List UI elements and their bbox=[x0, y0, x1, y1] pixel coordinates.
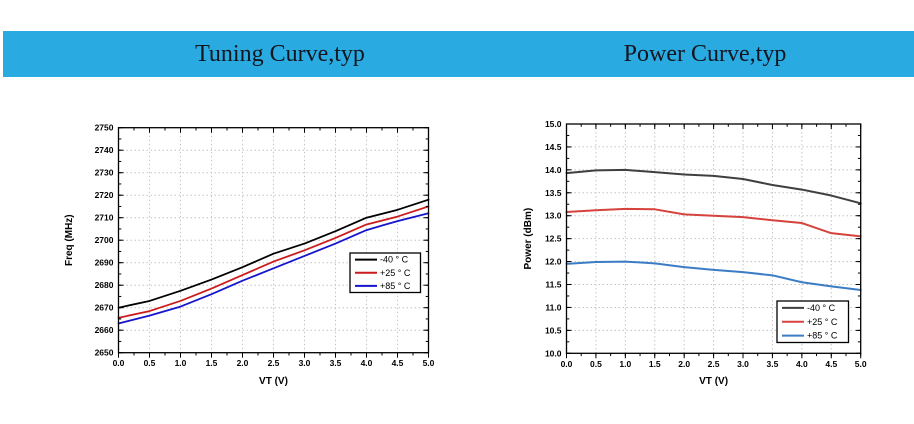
x-tick-label: 4.0 bbox=[361, 358, 373, 368]
x-tick-label: 0.0 bbox=[561, 359, 573, 369]
x-tick-label: 3.0 bbox=[299, 358, 311, 368]
tuning-x-axis-label: VT (V) bbox=[259, 376, 288, 387]
y-tick-label: 13.0 bbox=[545, 211, 562, 221]
y-tick-label: 2750 bbox=[95, 123, 114, 133]
x-tick-label: 2.5 bbox=[708, 359, 720, 369]
x-tick-label: 3.5 bbox=[330, 358, 342, 368]
y-tick-label: 15.0 bbox=[545, 119, 562, 129]
x-tick-label: 4.5 bbox=[392, 358, 404, 368]
x-tick-label: 2.0 bbox=[237, 358, 249, 368]
y-tick-label: 2680 bbox=[95, 280, 114, 290]
x-tick-label: 1.5 bbox=[649, 359, 661, 369]
x-tick-label: 1.5 bbox=[206, 358, 218, 368]
legend-entry-label: +85 ° C bbox=[380, 281, 411, 291]
y-tick-label: 2700 bbox=[95, 235, 114, 245]
tuning-chart-title: Tuning Curve,typ bbox=[195, 41, 365, 67]
tuning-y-axis-label: Freq (MHz) bbox=[64, 214, 75, 266]
power-chart-title: Power Curve,typ bbox=[623, 41, 787, 67]
x-tick-label: 0.5 bbox=[144, 358, 156, 368]
x-tick-label: 2.0 bbox=[678, 359, 690, 369]
tuning-ticks bbox=[118, 127, 429, 358]
y-tick-label: 10.5 bbox=[545, 325, 562, 335]
x-tick-label: 0.5 bbox=[590, 359, 602, 369]
tuning-series-line-2 bbox=[117, 212, 430, 325]
legend-entry-label: +25 ° C bbox=[380, 268, 411, 278]
y-tick-label: 13.5 bbox=[545, 188, 562, 198]
y-tick-label: 14.5 bbox=[545, 142, 562, 152]
power-series-line-0 bbox=[565, 168, 862, 205]
x-tick-label: 4.5 bbox=[825, 359, 837, 369]
x-tick-label: 5.0 bbox=[423, 358, 435, 368]
x-tick-label: 2.5 bbox=[268, 358, 280, 368]
power-series-line-1 bbox=[565, 207, 862, 238]
tuning-chart: 0.0 0.5 1.0 1.5 2.0 2.5 3.0 3.5 4.0 4.5 5.0 2650 266… bbox=[64, 123, 435, 387]
tuning-series-line-1 bbox=[117, 205, 430, 319]
y-tick-label: 11.0 bbox=[545, 302, 561, 312]
x-tick-label: 3.5 bbox=[767, 359, 779, 369]
legend-entry-label: +25 ° C bbox=[807, 317, 838, 327]
x-tick-label: 1.0 bbox=[619, 359, 631, 369]
legend-entry-label: -40 ° C bbox=[380, 255, 409, 265]
y-tick-label: 2670 bbox=[95, 303, 114, 313]
x-tick-label: 4.0 bbox=[796, 359, 808, 369]
power-legend: -40 ° C +25 ° C +85 ° C bbox=[776, 300, 850, 344]
x-tick-label: 1.0 bbox=[175, 358, 187, 368]
power-chart: 0.0 0.5 1.0 1.5 2.0 2.5 3.0 3.5 4.0 4.5 5.0 10.0 10.… bbox=[523, 119, 867, 387]
power-y-axis-label: Power (dBm) bbox=[523, 208, 534, 270]
y-tick-label: 12.0 bbox=[545, 257, 562, 267]
power-ticks bbox=[566, 123, 862, 359]
tuning-legend: -40 ° C +25 ° C +85 ° C bbox=[349, 252, 422, 294]
power-series-line-2 bbox=[565, 260, 862, 292]
y-tick-label: 12.5 bbox=[545, 234, 562, 244]
x-tick-label: 3.0 bbox=[737, 359, 749, 369]
power-x-axis-label: VT (V) bbox=[699, 376, 728, 387]
tuning-tick-labels: 0.0 0.5 1.0 1.5 2.0 2.5 3.0 3.5 4.0 4.5 5.0 2650 266… bbox=[95, 123, 435, 369]
y-tick-label: 2720 bbox=[95, 190, 114, 200]
y-tick-label: 2730 bbox=[95, 168, 114, 178]
x-tick-label: 0.0 bbox=[113, 358, 125, 368]
legend-entry-label: -40 ° C bbox=[807, 303, 836, 313]
y-tick-label: 2710 bbox=[95, 213, 114, 223]
legend-entry-label: +85 ° C bbox=[807, 331, 838, 341]
tuning-grid bbox=[118, 127, 429, 353]
y-tick-label: 2650 bbox=[95, 348, 114, 358]
header-bar: Tuning Curve,typ Power Curve,typ bbox=[3, 31, 914, 77]
tuning-series-line-0 bbox=[117, 198, 430, 309]
power-tick-labels: 0.0 0.5 1.0 1.5 2.0 2.5 3.0 3.5 4.0 4.5 5.0 10.0 10.… bbox=[545, 119, 867, 369]
y-tick-label: 10.0 bbox=[545, 348, 562, 358]
y-tick-label: 2660 bbox=[95, 325, 114, 335]
y-tick-label: 2740 bbox=[95, 145, 114, 155]
y-tick-label: 14.0 bbox=[545, 165, 562, 175]
y-tick-label: 11.5 bbox=[545, 280, 561, 290]
y-tick-label: 2690 bbox=[95, 258, 114, 268]
x-tick-label: 5.0 bbox=[855, 359, 867, 369]
